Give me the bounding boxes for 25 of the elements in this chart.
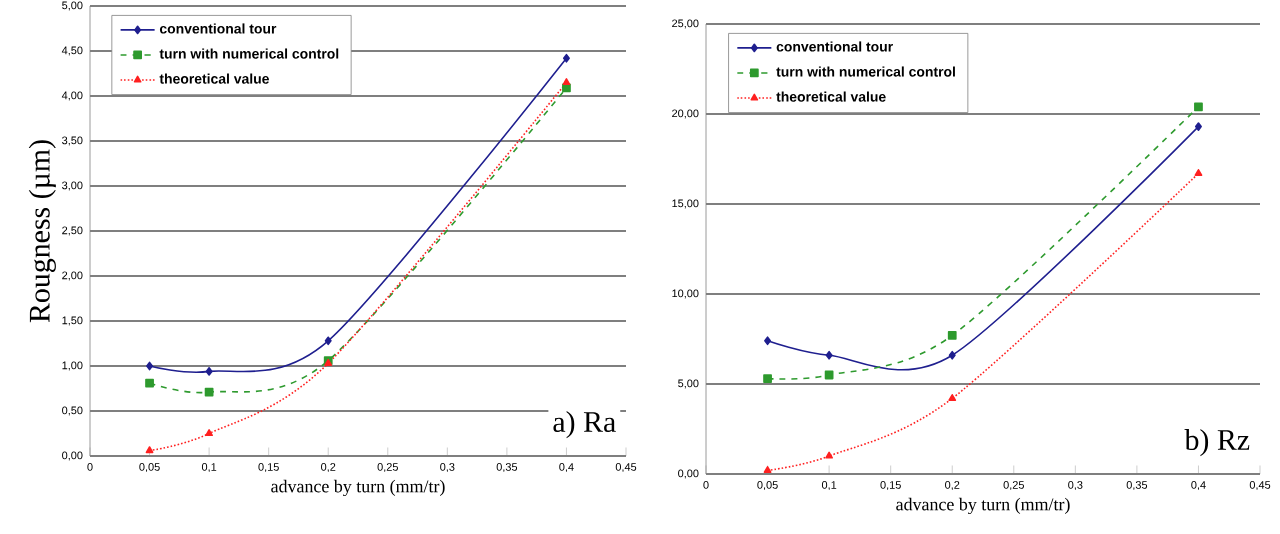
point: [824, 370, 834, 380]
point: [1194, 122, 1202, 131]
point: [948, 350, 956, 360]
point: [764, 336, 772, 346]
annotation: b) Rz: [1184, 429, 1250, 457]
x-axis-title: advance by turn (mm/tr): [896, 497, 1070, 515]
point: [145, 378, 154, 388]
point: [763, 374, 772, 383]
point: [205, 367, 213, 376]
point: [146, 361, 154, 371]
point: [562, 78, 571, 86]
point: [825, 350, 833, 360]
point: [1194, 102, 1203, 112]
point: [947, 331, 957, 340]
point: [324, 336, 332, 346]
point: [145, 446, 154, 454]
point: [562, 53, 570, 63]
y-axis-title: Rougness (µm): [28, 140, 56, 323]
point: [205, 429, 214, 437]
point: [825, 451, 834, 459]
point: [948, 394, 957, 401]
x-axis-title: advance by turn (mm/tr): [271, 479, 445, 497]
point: [1194, 169, 1203, 176]
annotation: a) Ra: [553, 411, 616, 439]
point: [763, 466, 772, 473]
